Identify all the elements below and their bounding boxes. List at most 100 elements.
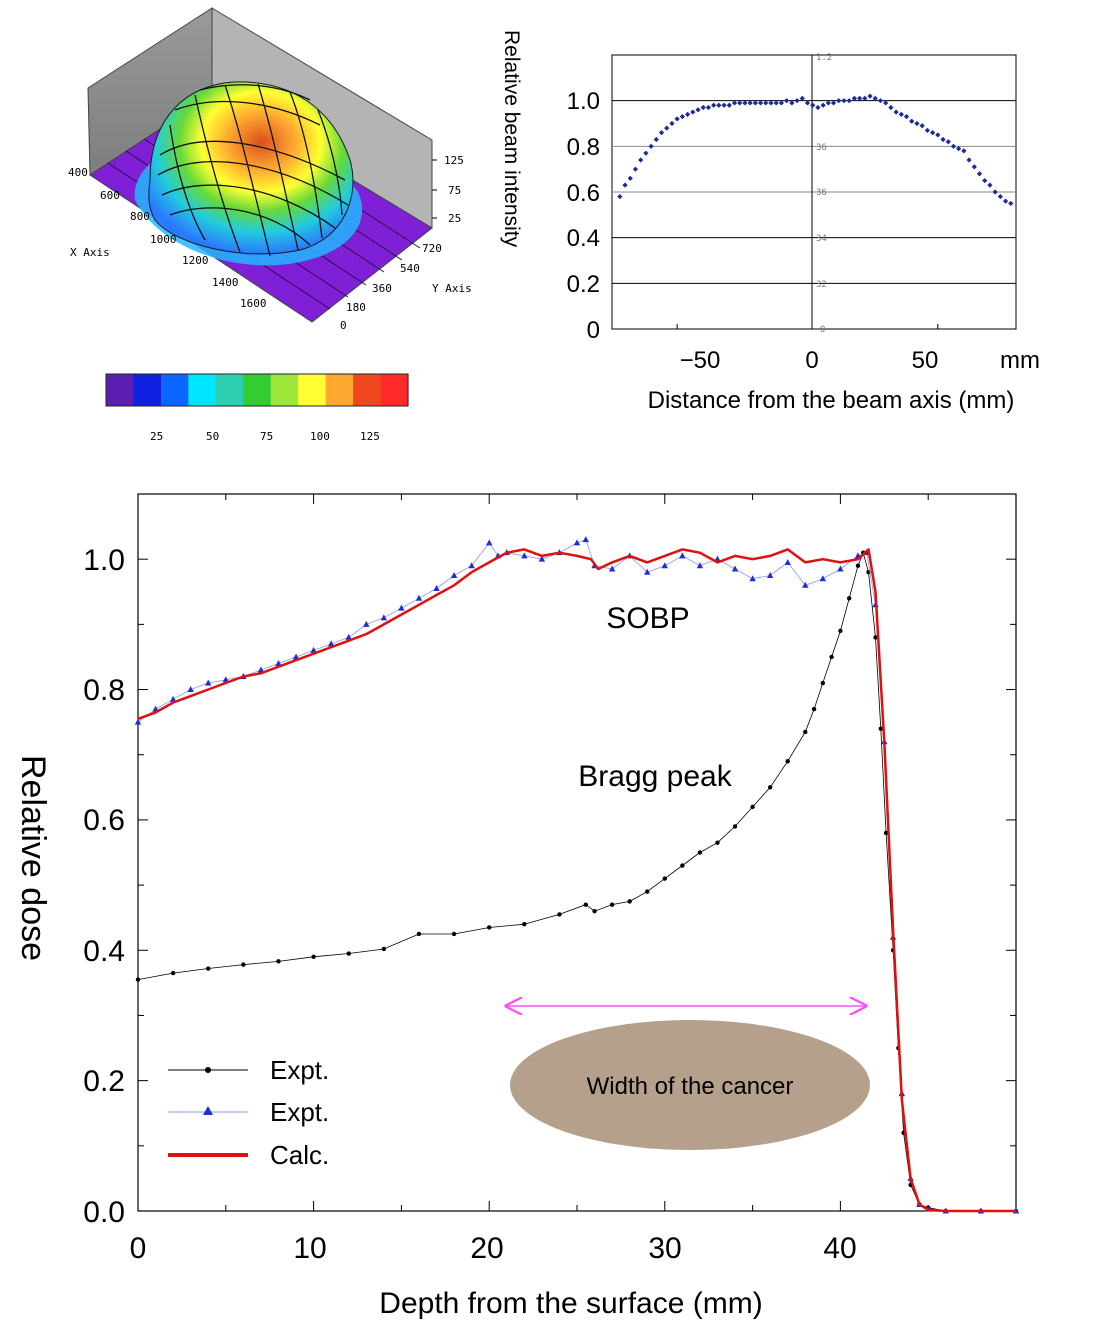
expt-dot-point [451, 931, 457, 937]
beam-data-point [700, 104, 706, 111]
beam-data-point [737, 100, 743, 106]
beam-data-point [997, 193, 1003, 200]
beam-data-point [945, 139, 951, 145]
expt-triangle-point [661, 562, 668, 569]
colorbar-segment [160, 374, 189, 406]
beam-data-point [872, 95, 878, 101]
beam-data-point [836, 98, 842, 104]
bragg-peak-label: Bragg peak [578, 760, 732, 793]
dose-series [134, 536, 1020, 1214]
colorbar-ticks: 25 50 75 100 125 [150, 430, 380, 443]
dose-y-ticks: 0.0 0.2 0.4 0.6 0.8 1.0 [83, 544, 125, 1229]
expt-dot-point [732, 824, 738, 829]
beam-data-points [617, 93, 1014, 207]
beam-data-point [799, 95, 805, 101]
expt-dot-point [820, 680, 826, 686]
beam-data-point [956, 146, 962, 152]
expt-dot-point [883, 830, 889, 836]
expt-triangle-point [187, 686, 194, 693]
expt-triangle-point [486, 539, 493, 546]
surface-y-axis-label: Y Axis [432, 282, 472, 295]
expt-dot-point [697, 850, 703, 855]
expt-triangle-point [644, 568, 651, 575]
expt-triangle-point [573, 539, 581, 546]
beam-data-point [653, 136, 659, 143]
beam-data-point [768, 100, 774, 106]
beam-data-point [711, 102, 717, 108]
expt-triangle-point [169, 695, 177, 702]
colorbar [106, 374, 409, 406]
expt-triangle-point [292, 653, 300, 660]
beam-data-point [794, 98, 800, 104]
beam-data-point [987, 182, 993, 188]
colorbar-segment [133, 374, 162, 406]
expt-dot-point [311, 954, 316, 959]
beam-inner-ticks: 1.2 36 36 34 32 0 [816, 53, 832, 335]
x-tick: 400 [68, 166, 88, 179]
z-tick: 75 [448, 184, 461, 197]
inner-tick: 36 [816, 188, 827, 198]
beam-data-point [778, 100, 785, 106]
series-calc [137, 548, 1016, 1213]
x-unit: mm [1000, 347, 1040, 374]
beam-data-point [757, 100, 764, 106]
colorbar-segment [215, 374, 244, 406]
inner-tick: 36 [816, 143, 827, 153]
expt-triangle-point [310, 646, 317, 653]
expt-triangle-point [222, 676, 229, 683]
inner-tick: 34 [816, 234, 827, 244]
expt-dot-point [206, 966, 211, 971]
beam-data-point [763, 100, 769, 106]
x-tick: 50 [912, 347, 939, 374]
expt-dot-point [645, 889, 650, 894]
y-tick: 1.0 [83, 544, 125, 577]
y-tick: 540 [400, 262, 420, 275]
calc-curve [137, 548, 1016, 1213]
x-tick: 600 [100, 189, 120, 202]
dose-y-label: Relative dose [14, 755, 52, 961]
expt-triangle-point [582, 536, 589, 543]
beam-data-point [851, 95, 857, 101]
colorbar-segment [106, 374, 135, 406]
inner-tick: 32 [816, 280, 827, 290]
z-tick: 25 [448, 212, 461, 225]
expt-dot-point [487, 925, 492, 930]
expt-triangle-point [819, 575, 827, 582]
beam-data-point [705, 104, 712, 111]
beam-data-point [638, 157, 644, 163]
expt-dot-point [662, 876, 667, 881]
y-tick: 0.2 [567, 271, 600, 298]
expt-dot-point [680, 863, 685, 868]
y-tick: 0.2 [83, 1065, 125, 1098]
expt-dot-point [750, 804, 755, 810]
expt-triangle-point [837, 565, 844, 572]
surface-x-ticks: 400 600 800 1000 1200 1400 1600 [68, 166, 267, 310]
beam-data-point [742, 100, 748, 106]
expt-triangle-point [345, 633, 352, 640]
beam-data-point [883, 100, 889, 106]
y-tick: 180 [346, 301, 366, 314]
x-tick: 10 [293, 1232, 326, 1265]
x-tick: 1200 [182, 254, 209, 267]
y-tick: 720 [422, 242, 442, 255]
y-tick: 1.0 [567, 88, 600, 115]
colorbar-segment [298, 374, 327, 406]
expt-triangle-point [802, 581, 809, 588]
expt-dot-point [241, 962, 246, 967]
colorbar-segment [380, 374, 409, 406]
expt-triangle-point [134, 718, 142, 725]
expt-triangle-point [468, 562, 475, 569]
dose-x-label: Depth from the surface (mm) [379, 1287, 762, 1320]
beam-data-point [924, 127, 930, 133]
sobp-label: SOBP [606, 602, 689, 635]
expt-triangle-point [275, 659, 282, 666]
expt-dot-point [785, 759, 790, 764]
depth-dose-plot: 0.0 0.2 0.4 0.6 0.8 1.0 0 10 20 30 40 De… [14, 493, 1020, 1320]
expt-triangle-point [398, 604, 405, 611]
x-tick: 30 [648, 1232, 681, 1265]
beam-data-point [1008, 200, 1014, 207]
beam-data-point [898, 111, 904, 117]
expt-triangle-point [380, 614, 388, 621]
expt-triangle-point [766, 571, 774, 578]
beam-data-point [940, 136, 946, 143]
